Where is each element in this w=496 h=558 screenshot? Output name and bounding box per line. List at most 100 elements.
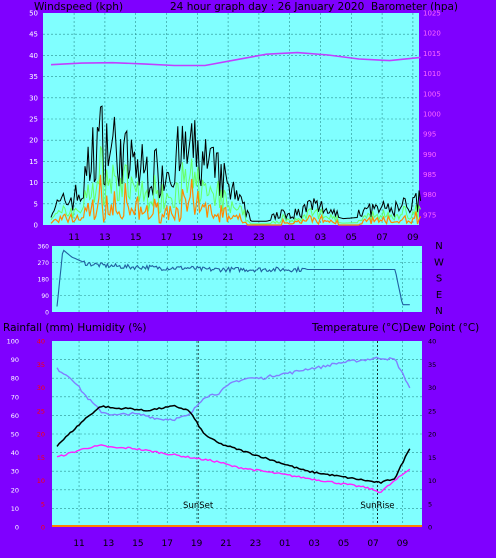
- temp-x-tick-label: 19: [191, 539, 203, 549]
- temp-x-tick-label: 17: [162, 539, 173, 549]
- barometer-tick-label: 975: [423, 211, 436, 219]
- wind-y-tick-label: 10: [29, 179, 38, 187]
- humidity-tick-label: 40: [11, 449, 19, 457]
- wind-y-tick-label: 20: [29, 137, 38, 145]
- temp-x-tick-label: 13: [103, 539, 114, 549]
- temperature-tick-label: 5: [428, 500, 432, 508]
- humidity-tick-label: 60: [11, 412, 19, 420]
- temp-x-tick-label: 11: [73, 539, 84, 549]
- wind-y-tick-label: 0: [34, 222, 38, 230]
- wind-y-tick-label: 15: [29, 158, 38, 166]
- humidity-tick-label: 90: [11, 356, 19, 364]
- rain-tick-label: 35: [37, 361, 45, 369]
- temperature-tick-label: 15: [428, 454, 436, 462]
- wind-axes: 0510152025303540455097598098599099510001…: [29, 10, 441, 244]
- wind-y-tick-label: 35: [29, 73, 38, 81]
- wind-x-tick-label: 09: [407, 233, 419, 243]
- barometer-tick-label: 1005: [423, 90, 441, 98]
- temp-x-tick-label: 01: [279, 539, 290, 549]
- temperature-tick-label: 40: [428, 338, 436, 346]
- temp-x-tick-label: 07: [367, 539, 378, 549]
- wind-y-tick-label: 25: [29, 116, 38, 124]
- direction-series: [56, 249, 410, 307]
- temperature-tick-label: 25: [428, 407, 436, 415]
- compass-label: S: [436, 274, 442, 285]
- direction-y-tick-label: 0: [45, 310, 49, 317]
- temperature-tick-label: 30: [428, 384, 436, 392]
- wind-direction-series: [56, 249, 410, 307]
- temp-x-tick-label: 15: [132, 539, 143, 549]
- rain-tick-label: 25: [37, 407, 45, 415]
- rain-tick-label: 15: [37, 454, 45, 462]
- rain-tick-label: 30: [37, 384, 45, 392]
- wind-x-tick-label: 13: [99, 233, 110, 243]
- barometer-tick-label: 1000: [423, 110, 441, 118]
- humidity-tick-label: 30: [11, 468, 19, 476]
- humidity-tick-label: 0: [15, 524, 19, 532]
- sun-marker-label: SunRise: [360, 501, 394, 511]
- sun-marker-label: SunSet: [183, 501, 214, 511]
- direction-y-tick-label: 270: [38, 260, 50, 267]
- graph-date-title: 24 hour graph day : 26 January 2020: [170, 1, 364, 13]
- compass-label: E: [436, 290, 442, 301]
- direction-y-tick-label: 90: [41, 293, 49, 300]
- temperature-series: [56, 404, 411, 484]
- barometer-tick-label: 990: [423, 151, 436, 159]
- barometer-tick-label: 985: [423, 171, 436, 179]
- barometer-tick-label: 1025: [423, 10, 441, 18]
- wind-x-tick-label: 21: [222, 233, 233, 243]
- rain-tick-label: 5: [41, 500, 45, 508]
- barometer-tick-label: 1020: [423, 30, 441, 38]
- temp-dewpoint-title: Temperature (°C)Dew Point (°C): [311, 322, 479, 334]
- barometer-tick-label: 1010: [423, 70, 441, 78]
- wind-x-tick-label: 07: [376, 233, 387, 243]
- direction-y-tick-label: 360: [38, 244, 50, 251]
- wind-x-tick-label: 01: [284, 233, 295, 243]
- temperature-tick-label: 0: [428, 524, 432, 532]
- wind-x-tick-label: 05: [346, 233, 357, 243]
- temp-x-tick-label: 23: [250, 539, 261, 549]
- barometer-tick-label: 980: [423, 191, 436, 199]
- humidity-tick-label: 20: [11, 486, 19, 494]
- temperature-tick-label: 10: [428, 477, 436, 485]
- wind-x-tick-label: 15: [130, 233, 141, 243]
- temp-x-tick-label: 21: [220, 539, 231, 549]
- wind-axis-title: Windspeed (kph): [34, 1, 123, 13]
- barometer-axis-title: Barometer (hpa): [371, 1, 458, 13]
- wind-x-tick-label: 23: [253, 233, 264, 243]
- humidity-tick-label: 100: [7, 338, 19, 346]
- barometer-series: [50, 51, 421, 67]
- wind-x-tick-label: 03: [315, 233, 326, 243]
- rain-humidity-title: Rainfall (mm) Humidity (%): [3, 322, 146, 334]
- temperature-axes: SunSet SunRise010203040506070809010005101…: [7, 338, 437, 550]
- direction-y-tick-label: 180: [38, 277, 50, 284]
- compass-label: W: [434, 257, 444, 268]
- humidity-tick-label: 80: [11, 375, 19, 383]
- rain-tick-label: 20: [37, 431, 45, 439]
- rain-tick-label: 40: [37, 338, 45, 346]
- temperature-tick-label: 20: [428, 431, 436, 439]
- wind-y-tick-label: 50: [29, 10, 38, 18]
- compass-label: N: [435, 306, 442, 317]
- wind-low-series: [50, 174, 422, 226]
- rain-tick-label: 0: [41, 524, 45, 532]
- wind-gust-series: [50, 105, 422, 222]
- rain-tick-label: 10: [37, 477, 45, 485]
- wind-x-tick-label: 17: [161, 233, 172, 243]
- temp-x-tick-label: 09: [397, 539, 409, 549]
- wind-y-tick-label: 5: [34, 200, 38, 208]
- wind-y-tick-label: 30: [29, 94, 38, 102]
- humidity-tick-label: 10: [11, 505, 19, 513]
- temperature-series: [52, 356, 422, 527]
- humidity-series: [56, 356, 411, 422]
- barometer-tick-label: 1015: [423, 50, 441, 58]
- compass-label: N: [435, 241, 442, 252]
- temp-x-tick-label: 05: [338, 539, 349, 549]
- wind-x-tick-label: 19: [192, 233, 204, 243]
- dewpoint-series: [56, 444, 411, 494]
- wind-x-tick-label: 11: [68, 233, 79, 243]
- barometer-tick-label: 995: [423, 131, 436, 139]
- temp-x-tick-label: 03: [309, 539, 320, 549]
